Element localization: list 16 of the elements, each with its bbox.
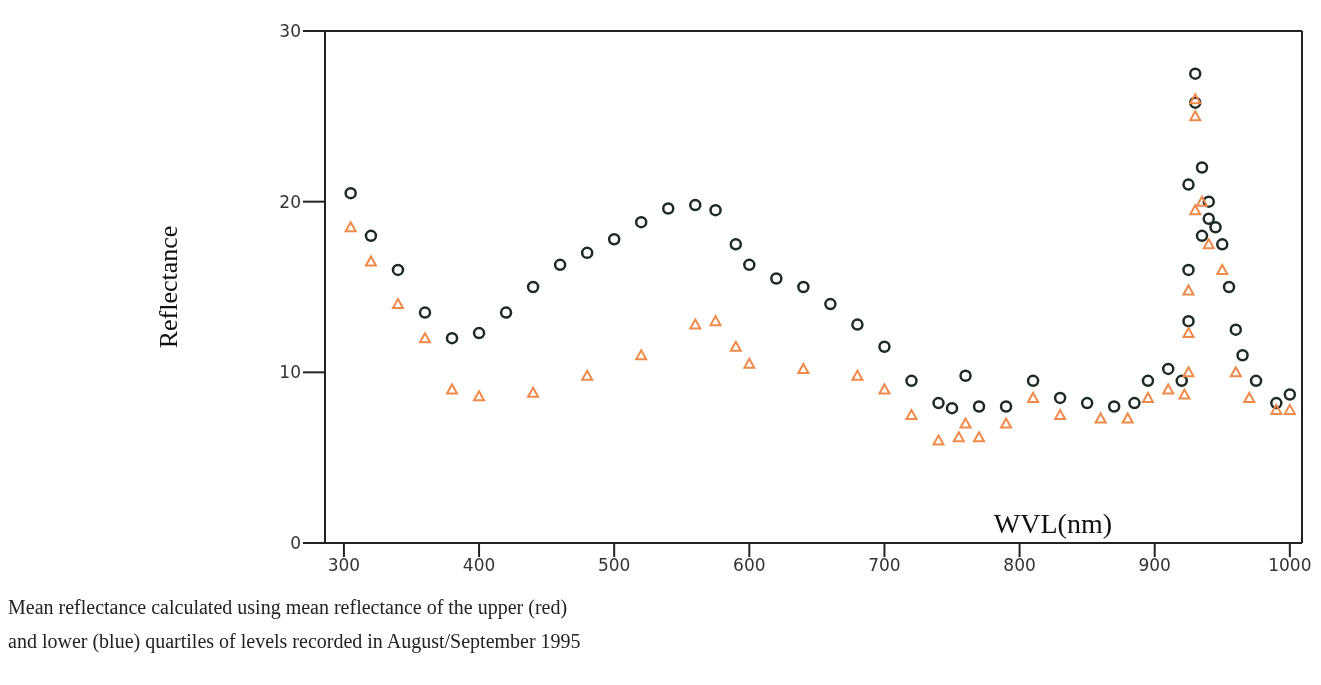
text: Mean reflectance calculated using mean reflectance of the upper (red): [8, 595, 569, 621]
text: and lower (blue) quartiles of levels recorded in August/September 1995: [8, 629, 582, 655]
y-tick-label: 30: [279, 21, 301, 42]
x-tick-label: 600: [733, 555, 766, 576]
x-tick-label: 700: [868, 555, 901, 576]
x-tick-label: 800: [1003, 555, 1036, 576]
y-tick-label: 0: [290, 533, 301, 554]
x-tick-label: 1000: [1268, 555, 1312, 576]
y-axis-title: Reflectance: [154, 225, 184, 349]
x-axis-title: WVL(nm): [993, 507, 1112, 539]
x-tick-label: 300: [327, 555, 361, 576]
y-tick-label: 20: [279, 191, 301, 212]
x-tick-label: 400: [462, 555, 496, 576]
x-tick-label: 500: [597, 555, 631, 576]
x-tick-label: 900: [1138, 555, 1171, 576]
y-tick-label: 10: [279, 362, 301, 383]
